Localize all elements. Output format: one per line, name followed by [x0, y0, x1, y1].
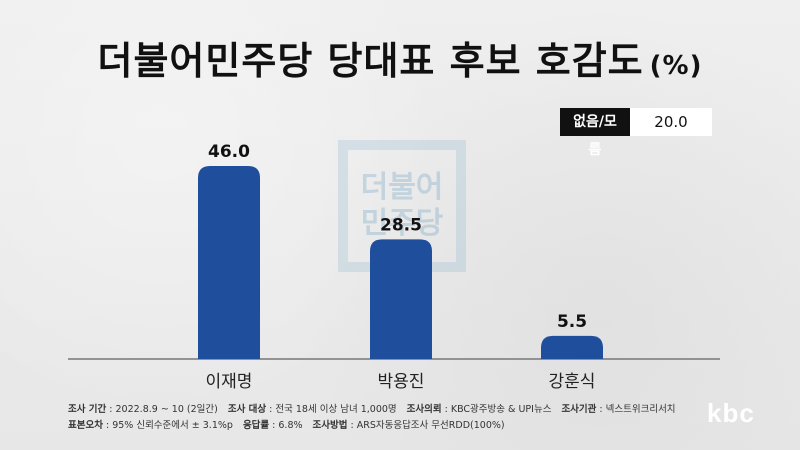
category-label: 이재명 [206, 372, 253, 392]
chart-title: 더불어민주당 당대표 후보 호감도 (%) [0, 30, 800, 85]
footer-value: : 95% 신뢰수준에서 ± 3.1%p [105, 420, 233, 431]
bar-강훈식 [541, 335, 603, 359]
footer-key: 조사 대상 [227, 404, 267, 415]
watermark-line-2: 민주당 [360, 206, 444, 241]
footer-line-1: 조사 기간: 2022.8.9 ~ 10 (2일간) 조사 대상: 전국 18세 … [68, 402, 708, 418]
dont-know-value: 20.0 [630, 108, 712, 136]
footer-key: 조사방법 [312, 420, 348, 431]
footer-value: : 6.8% [272, 420, 303, 431]
footer-line-2: 표본오차: 95% 신뢰수준에서 ± 3.1%p 응답률: 6.8% 조사방법: A… [68, 418, 708, 434]
data-label: 28.5 [380, 215, 422, 235]
footer-value: : 넥스트위크리서치 [599, 404, 676, 415]
footer-value: : ARS자동응답조사 무선RDD(100%) [350, 420, 505, 431]
title-text: 더불어민주당 당대표 후보 호감도 [97, 39, 644, 83]
data-label: 5.5 [557, 312, 587, 332]
watermark-line-1: 더불어 [360, 170, 444, 205]
footer-key: 조사 기간 [68, 404, 107, 415]
footer-value: : 전국 18세 이상 남녀 1,000명 [269, 404, 397, 415]
kbc-logo: kbc [707, 398, 755, 428]
footer-key: 조사기관 [561, 404, 597, 415]
survey-footer: 조사 기간: 2022.8.9 ~ 10 (2일간) 조사 대상: 전국 18세 … [68, 402, 708, 434]
category-label: 강훈식 [549, 372, 596, 392]
party-logo-watermark: 더불어 민주당 [338, 140, 466, 272]
footer-key: 조사의뢰 [406, 404, 442, 415]
footer-key: 표본오차 [68, 420, 103, 431]
dont-know-label: 없음/모름 [560, 108, 630, 158]
bar-이재명 [198, 166, 260, 359]
footer-value: : 2022.8.9 ~ 10 (2일간) [109, 404, 218, 415]
title-unit: (%) [649, 51, 703, 81]
footer-value: : KBC광주방송 & UPI뉴스 [444, 404, 552, 415]
dont-know-box: 없음/모름 20.0 [560, 108, 712, 158]
bar-박용진 [370, 239, 432, 359]
category-label: 박용진 [378, 372, 425, 392]
data-label: 46.0 [208, 142, 250, 162]
footer-key: 응답률 [242, 420, 270, 431]
